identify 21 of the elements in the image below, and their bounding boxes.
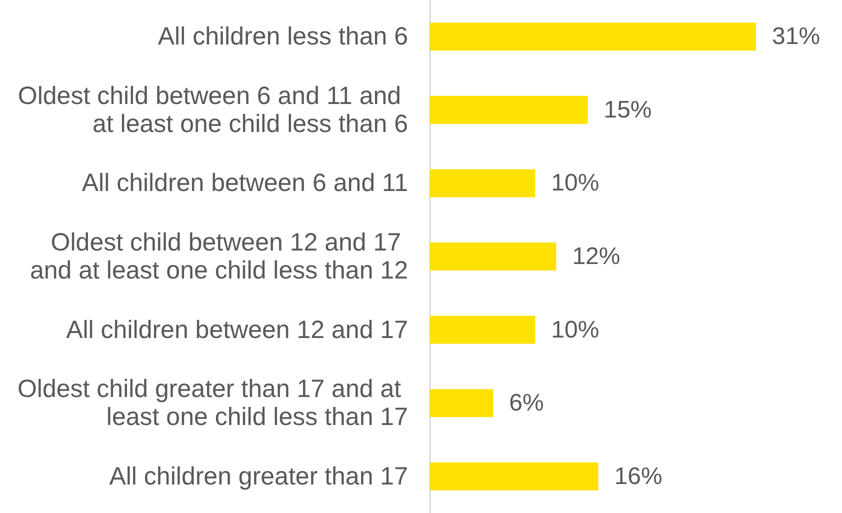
- bar: [430, 316, 536, 344]
- y-tick-label: All children between 12 and 17: [66, 316, 408, 344]
- data-label: 6%: [509, 390, 544, 417]
- y-tick-label: Oldest child between 12 and 17 and at least one child less than 12: [30, 228, 408, 284]
- data-label: 10%: [551, 316, 600, 344]
- bar: [430, 389, 494, 418]
- bar: [430, 22, 756, 51]
- data-label: 10%: [551, 170, 600, 197]
- data-label: 15%: [604, 96, 652, 124]
- bar: [430, 462, 598, 490]
- y-tick-label: Oldest child between 6 and 11 and at least one child less than 6: [18, 82, 408, 138]
- data-label: 31%: [772, 23, 820, 50]
- y-tick-label: All children greater than 17: [109, 462, 408, 490]
- y-tick-label: All children less than 6: [158, 22, 408, 51]
- bar: [430, 242, 556, 270]
- y-tick-label: All children between 6 and 11: [82, 169, 408, 198]
- data-label: 12%: [572, 243, 620, 270]
- y-tick-label: Oldest child greater than 17 and at least one child less than 17: [17, 375, 408, 432]
- bar: [430, 169, 536, 198]
- bar: [430, 96, 588, 124]
- data-label: 16%: [614, 462, 662, 490]
